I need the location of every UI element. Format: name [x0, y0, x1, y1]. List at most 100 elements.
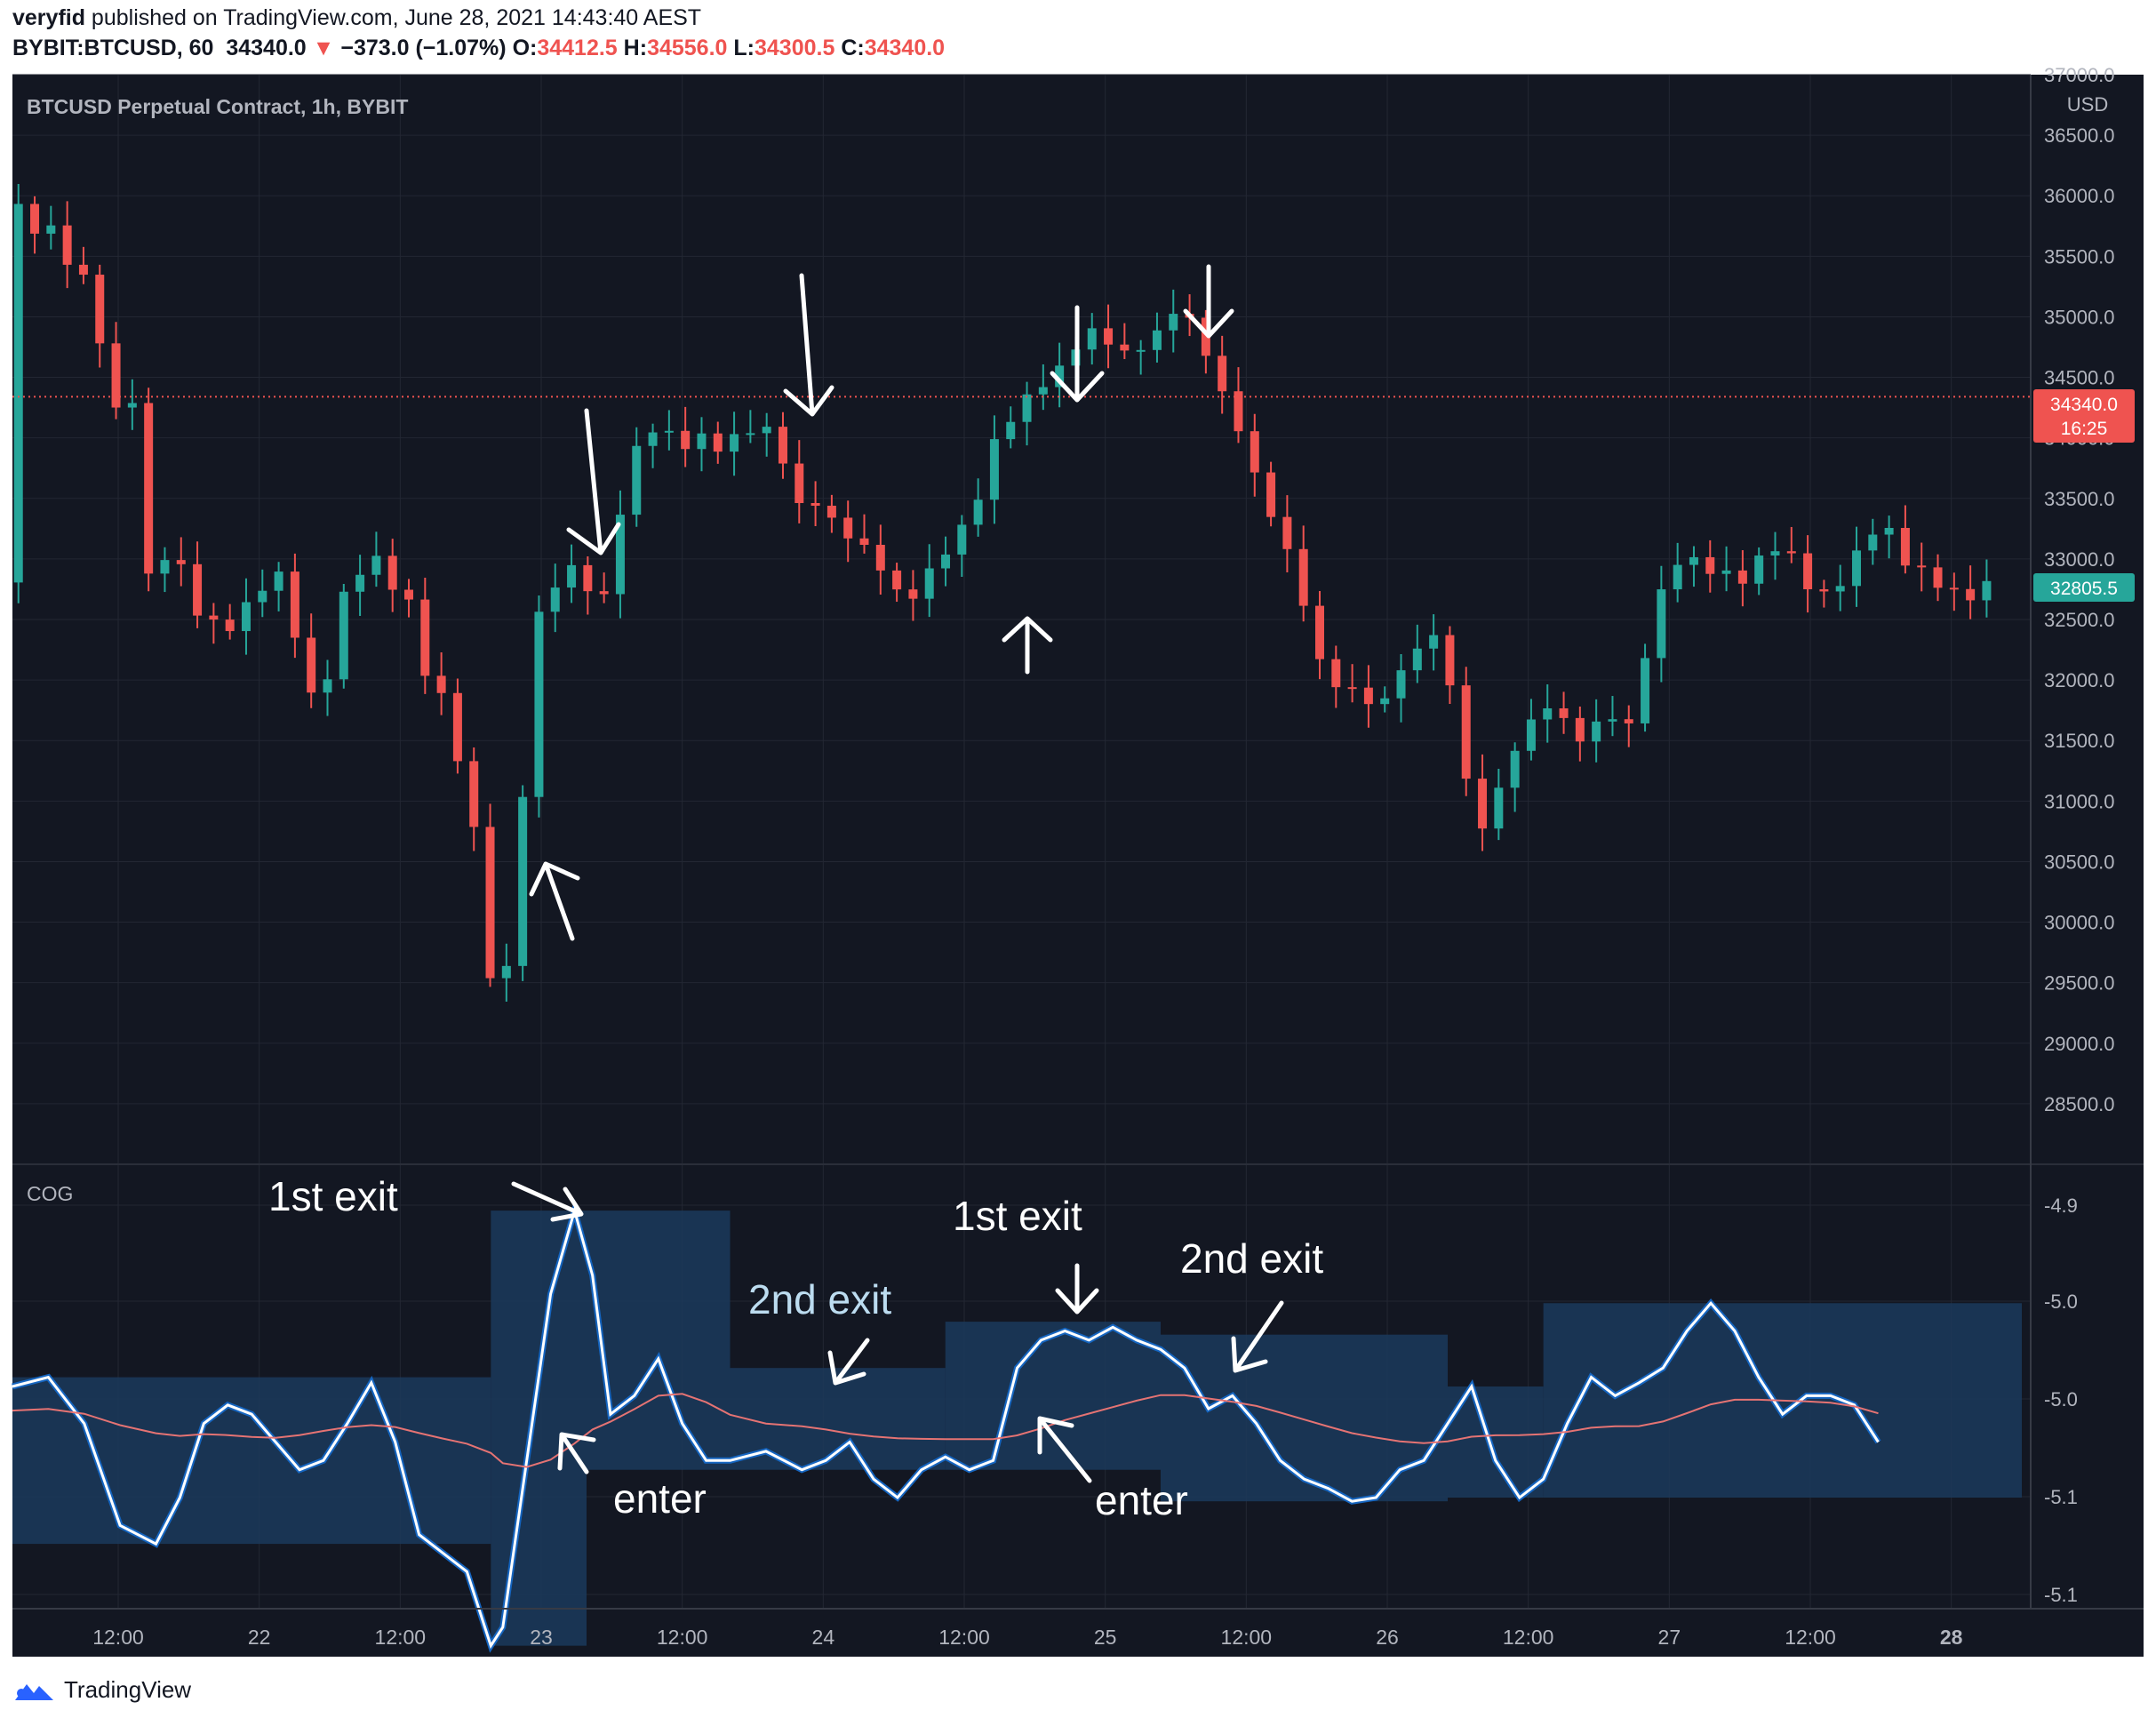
- price-tick-label: 32500.0: [2044, 609, 2115, 631]
- candle-body: [1282, 516, 1292, 549]
- candle-body: [762, 427, 771, 434]
- candle-body: [1705, 556, 1715, 574]
- arrow-12-icon: [1231, 1300, 1284, 1373]
- candle-body: [648, 432, 658, 446]
- arrow-10-icon: [1055, 1263, 1099, 1314]
- candle-body: [95, 275, 105, 344]
- down-triangle-icon: ▼: [312, 36, 335, 60]
- candle-body: [290, 571, 299, 638]
- arrow-2-icon: [783, 273, 834, 417]
- candle-body: [843, 517, 853, 539]
- symbol-label[interactable]: BYBIT:BTCUSD, 60: [12, 36, 214, 60]
- candle-body: [274, 571, 283, 591]
- candle-body: [615, 515, 625, 595]
- candle-body: [13, 204, 23, 583]
- candle-body: [1966, 588, 1976, 601]
- tradingview-logo-icon: [15, 1683, 53, 1700]
- candle-body: [1624, 719, 1633, 723]
- candle-body: [1900, 527, 1910, 566]
- cog-band-segment: [1448, 1386, 1544, 1498]
- candle-body: [1689, 556, 1698, 565]
- candle-body: [225, 619, 235, 632]
- annotation-labels: 1st exit enter 2nd exit 1st exit 2nd exi…: [268, 1173, 1323, 1523]
- candle-body: [1575, 717, 1585, 742]
- currency-badge[interactable]: [2067, 89, 2108, 119]
- price-tick-label: 30000.0: [2044, 912, 2115, 934]
- time-tick-label: 24: [812, 1626, 835, 1649]
- publish-text: published on TradingView.com, June 28, 2…: [84, 5, 702, 30]
- candle-body: [989, 439, 999, 500]
- candle-body: [1933, 567, 1943, 588]
- annotation-first-exit-2: 1st exit: [953, 1193, 1082, 1239]
- time-tick-label: 27: [1658, 1626, 1681, 1649]
- footer-logo[interactable]: TradingView: [12, 1676, 191, 1704]
- candle-body: [1852, 550, 1862, 587]
- last-price-tag: 34340.0 16:25: [2033, 389, 2135, 443]
- candle-body: [78, 264, 88, 276]
- arrow-9-icon: [827, 1338, 870, 1386]
- axis-labels: 37000.0 36500.0 36000.0 35500.0 35000.0 34500…: [92, 64, 2114, 1649]
- arrow-3-icon: [1050, 305, 1105, 403]
- candle-body: [1314, 605, 1324, 659]
- candle-body: [501, 965, 511, 979]
- candle-body: [1298, 548, 1308, 606]
- candle-body: [469, 761, 479, 827]
- price-tick-label: 31500.0: [2044, 730, 2115, 752]
- price-tick-label: 35500.0: [2044, 245, 2115, 268]
- annotation-first-exit-1: 1st exit: [268, 1173, 398, 1219]
- candle-body: [1770, 551, 1780, 556]
- candle-body: [1087, 328, 1097, 350]
- time-tick-label: 12:00: [938, 1626, 990, 1649]
- open-label: O:: [512, 36, 538, 60]
- candle-body: [534, 611, 544, 797]
- candle-body: [1169, 314, 1178, 331]
- candle-body: [30, 204, 40, 234]
- time-tick-label: 22: [248, 1626, 271, 1649]
- price-tick-label: 34500.0: [2044, 367, 2115, 389]
- candle-body: [1803, 553, 1813, 590]
- time-tick-label: 28: [1940, 1626, 1963, 1649]
- price-tick-label: 36000.0: [2044, 185, 2115, 207]
- candle-body: [1429, 635, 1439, 649]
- arrow-6-icon: [1002, 616, 1053, 675]
- cog-tick-label: -4.9: [2044, 1195, 2078, 1217]
- candle-body: [892, 570, 902, 590]
- high-value: 34556.0: [647, 36, 728, 60]
- candle-body: [209, 615, 219, 620]
- candle-body: [1510, 750, 1520, 788]
- symbol-info: BYBIT:BTCUSD, 60 34340.0 ▼ −373.0 (−1.07…: [12, 36, 945, 61]
- candle-body: [355, 574, 365, 592]
- cog-tick-label: -5.1: [2044, 1486, 2078, 1508]
- price-pane-title: BTCUSD Perpetual Contract, 1h, BYBIT: [27, 95, 408, 118]
- candle-body: [1819, 589, 1829, 592]
- candle-body: [518, 796, 528, 966]
- candle-body: [404, 589, 414, 600]
- candle-body: [1218, 356, 1227, 392]
- time-tick-label: 12:00: [92, 1626, 144, 1649]
- candle-body: [485, 827, 495, 979]
- time-tick-label: 12:00: [1503, 1626, 1554, 1649]
- price-tick-label: 33500.0: [2044, 488, 2115, 510]
- candle-body: [1949, 587, 1959, 590]
- candle-body: [62, 225, 72, 265]
- candle-body: [1380, 698, 1390, 705]
- candle-body: [941, 554, 951, 569]
- candle-body: [908, 589, 918, 599]
- price-tick-label: 29500.0: [2044, 972, 2115, 995]
- candle-body: [697, 433, 707, 450]
- price-tick-label: 35000.0: [2044, 306, 2115, 328]
- arrow-5-icon: [529, 861, 580, 941]
- cog-band-segment: [491, 1211, 587, 1646]
- publisher-name[interactable]: veryfid: [12, 5, 85, 30]
- time-tick-label: 23: [530, 1626, 553, 1649]
- candle-body: [1152, 330, 1162, 350]
- candle-body: [1201, 317, 1210, 356]
- candle-body: [1331, 659, 1341, 688]
- cog-band-segment: [12, 1377, 491, 1545]
- candle-body: [1721, 570, 1731, 574]
- cog-tick-label: -5.0: [2044, 1388, 2078, 1410]
- candle-body: [730, 434, 739, 452]
- close-label: C:: [841, 36, 865, 60]
